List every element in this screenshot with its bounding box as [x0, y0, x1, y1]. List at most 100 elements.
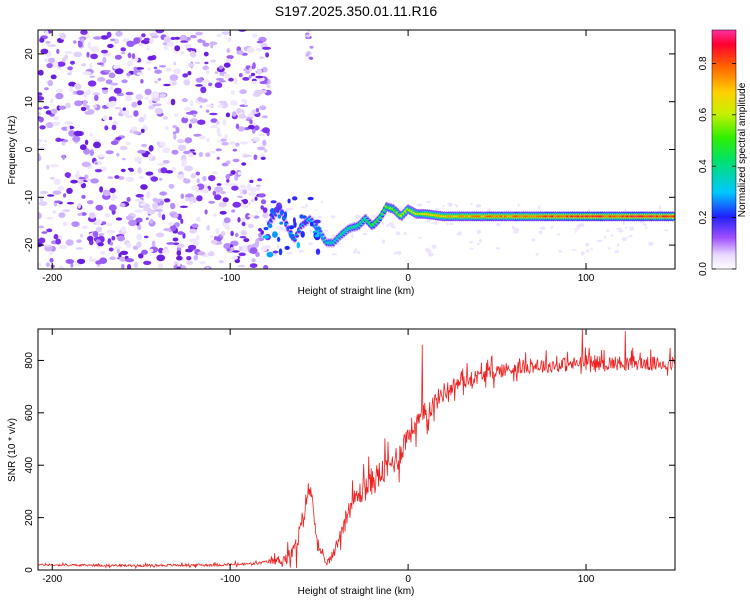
- noise-speckle: [306, 51, 311, 55]
- noise-speckle: [241, 98, 246, 103]
- noise-speckle: [205, 109, 210, 113]
- noise-speckle: [228, 77, 234, 82]
- noise-speckle: [262, 66, 268, 73]
- noise-speckle: [573, 228, 580, 230]
- noise-speckle: [214, 194, 222, 201]
- noise-speckle: [177, 231, 185, 235]
- snr-panel: -200 -100 0 100 0 200 400 600 800 SNR (10 * v/v)…: [7, 328, 676, 597]
- noise-speckle: [204, 209, 208, 215]
- noise-speckle: [259, 81, 268, 85]
- noise-speckle: [182, 73, 189, 78]
- noise-speckle: [44, 30, 49, 36]
- noise-speckle: [260, 156, 266, 160]
- noise-speckle: [239, 184, 247, 189]
- noise-speckle: [110, 140, 119, 145]
- noise-speckle: [86, 51, 90, 58]
- noise-speckle: [431, 244, 437, 249]
- noise-speckle: [236, 195, 243, 198]
- noise-speckle: [256, 68, 263, 75]
- noise-speckle: [190, 173, 196, 179]
- noise-speckle: [220, 191, 227, 195]
- noise-speckle: [195, 171, 201, 176]
- noise-speckle: [226, 48, 231, 53]
- noise-speckle: [254, 196, 258, 201]
- noise-speckle: [388, 222, 394, 227]
- noise-speckle: [133, 110, 139, 117]
- noise-speckle: [276, 244, 279, 250]
- spectrogram-signal-layer: [262, 196, 675, 258]
- signal-track-cell: [315, 248, 321, 255]
- signal-track-cell: [262, 235, 270, 239]
- noise-speckle: [260, 230, 265, 235]
- noise-speckle: [93, 139, 101, 143]
- noise-speckle: [138, 176, 144, 179]
- noise-speckle: [210, 44, 214, 49]
- noise-speckle: [625, 226, 628, 229]
- noise-speckle: [642, 223, 647, 227]
- noise-speckle: [513, 227, 520, 232]
- noise-speckle: [286, 207, 292, 211]
- noise-speckle: [141, 143, 148, 148]
- noise-speckle: [77, 41, 83, 48]
- noise-speckle: [158, 65, 167, 68]
- spectrogram-plot-area: [38, 30, 675, 269]
- noise-speckle: [196, 216, 201, 222]
- noise-speckle: [48, 44, 57, 47]
- noise-speckle: [62, 154, 66, 160]
- noise-speckle: [470, 202, 473, 205]
- noise-speckle: [141, 249, 148, 255]
- noise-speckle: [189, 50, 197, 58]
- noise-speckle: [265, 52, 270, 58]
- noise-speckle: [596, 239, 603, 243]
- noise-speckle: [170, 224, 177, 232]
- noise-speckle: [476, 242, 480, 246]
- noise-speckle: [75, 247, 84, 250]
- noise-speckle: [144, 96, 149, 100]
- signal-track-cell: [278, 248, 283, 256]
- noise-speckle: [109, 256, 116, 261]
- noise-speckle: [199, 105, 203, 109]
- noise-speckle: [55, 137, 62, 142]
- noise-speckle: [62, 221, 68, 227]
- noise-speckle: [251, 258, 256, 263]
- noise-speckle: [152, 197, 158, 202]
- noise-speckle: [196, 178, 200, 183]
- noise-speckle: [313, 216, 316, 219]
- noise-speckle: [247, 223, 254, 229]
- signal-track-cell: [307, 196, 314, 201]
- noise-speckle: [135, 209, 141, 213]
- noise-speckle: [101, 49, 108, 54]
- noise-speckle: [87, 80, 97, 87]
- noise-speckle: [58, 265, 64, 269]
- noise-speckle: [227, 37, 232, 42]
- noise-speckle: [45, 262, 51, 268]
- noise-speckle: [138, 253, 144, 259]
- noise-speckle: [170, 202, 176, 210]
- noise-speckle: [205, 152, 211, 157]
- noise-speckle: [223, 243, 232, 250]
- x-tick-label: -200: [42, 574, 62, 585]
- noise-speckle: [258, 193, 266, 198]
- noise-speckle: [52, 121, 61, 126]
- noise-speckle: [223, 73, 231, 79]
- snr-ylabel: SNR (10 * v/v): [7, 418, 18, 482]
- noise-speckle: [108, 247, 114, 252]
- noise-speckle: [172, 68, 182, 75]
- noise-speckle: [53, 178, 61, 186]
- noise-speckle: [512, 230, 519, 234]
- noise-speckle: [313, 209, 317, 212]
- signal-track-cell: [277, 214, 282, 219]
- noise-speckle: [226, 222, 230, 229]
- noise-speckle: [209, 235, 214, 238]
- noise-speckle: [220, 231, 226, 236]
- noise-speckle: [202, 79, 211, 83]
- noise-speckle: [70, 60, 75, 65]
- noise-speckle: [201, 40, 206, 44]
- noise-speckle: [252, 33, 258, 38]
- noise-speckle: [45, 41, 51, 44]
- noise-speckle: [588, 208, 591, 212]
- noise-speckle: [188, 152, 194, 158]
- noise-speckle: [535, 253, 539, 256]
- noise-speckle: [469, 247, 474, 250]
